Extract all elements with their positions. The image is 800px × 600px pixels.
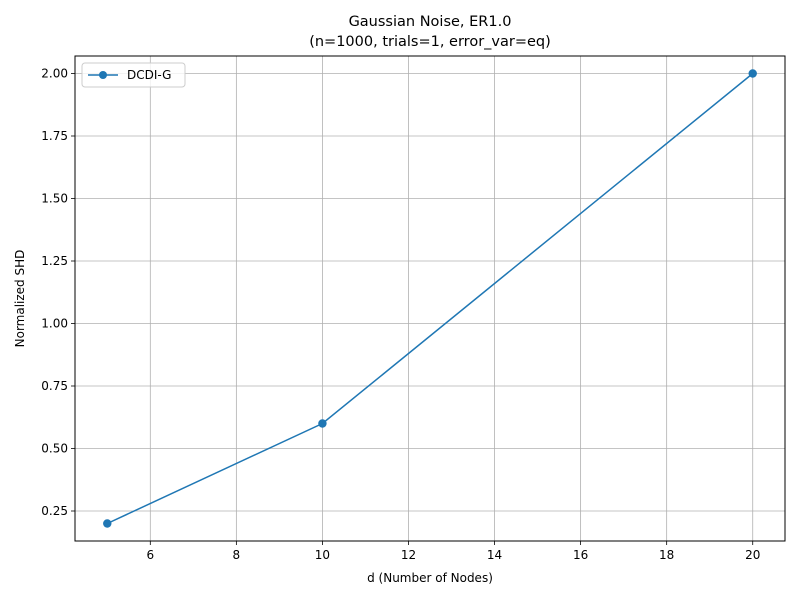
y-tick-label: 1.25 [41,254,68,268]
x-tick-label: 8 [233,548,241,562]
y-tick-label: 0.25 [41,504,68,518]
plot-area-frame [74,55,786,542]
y-axis-ticks: 0.25 0.50 0.75 1.00 1.25 1.50 1.75 2.00 [41,67,75,518]
y-axis-label: Normalized SHD [13,250,27,348]
chart-subtitle: (n=1000, trials=1, error_var=eq) [309,34,551,50]
x-tick-label: 6 [146,548,154,562]
x-tick-label: 16 [573,548,588,562]
series-layer [103,69,757,528]
x-tick-label: 12 [401,548,416,562]
legend-box [81,62,186,88]
x-tick-label: 10 [315,548,330,562]
y-tick-label: 0.50 [41,442,68,456]
legend: DCDI-G [81,62,186,88]
x-axis-ticks: 6 8 10 12 14 16 18 20 [146,541,760,562]
grid [75,56,785,541]
x-axis-label: d (Number of Nodes) [367,571,493,585]
y-tick-label: 1.50 [41,192,68,206]
y-tick-label: 0.75 [41,379,68,393]
data-point [748,69,757,78]
x-tick-label: 20 [745,548,760,562]
legend-marker-swatch [99,71,107,79]
data-point [318,419,327,428]
y-tick-label: 1.75 [41,129,68,143]
x-tick-label: 14 [487,548,502,562]
legend-label: DCDI-G [127,68,171,82]
y-tick-label: 1.00 [41,317,68,331]
chart-title: Gaussian Noise, ER1.0 [349,14,512,30]
x-tick-label: 18 [659,548,674,562]
data-point [103,519,112,528]
y-tick-label: 2.00 [41,67,68,81]
